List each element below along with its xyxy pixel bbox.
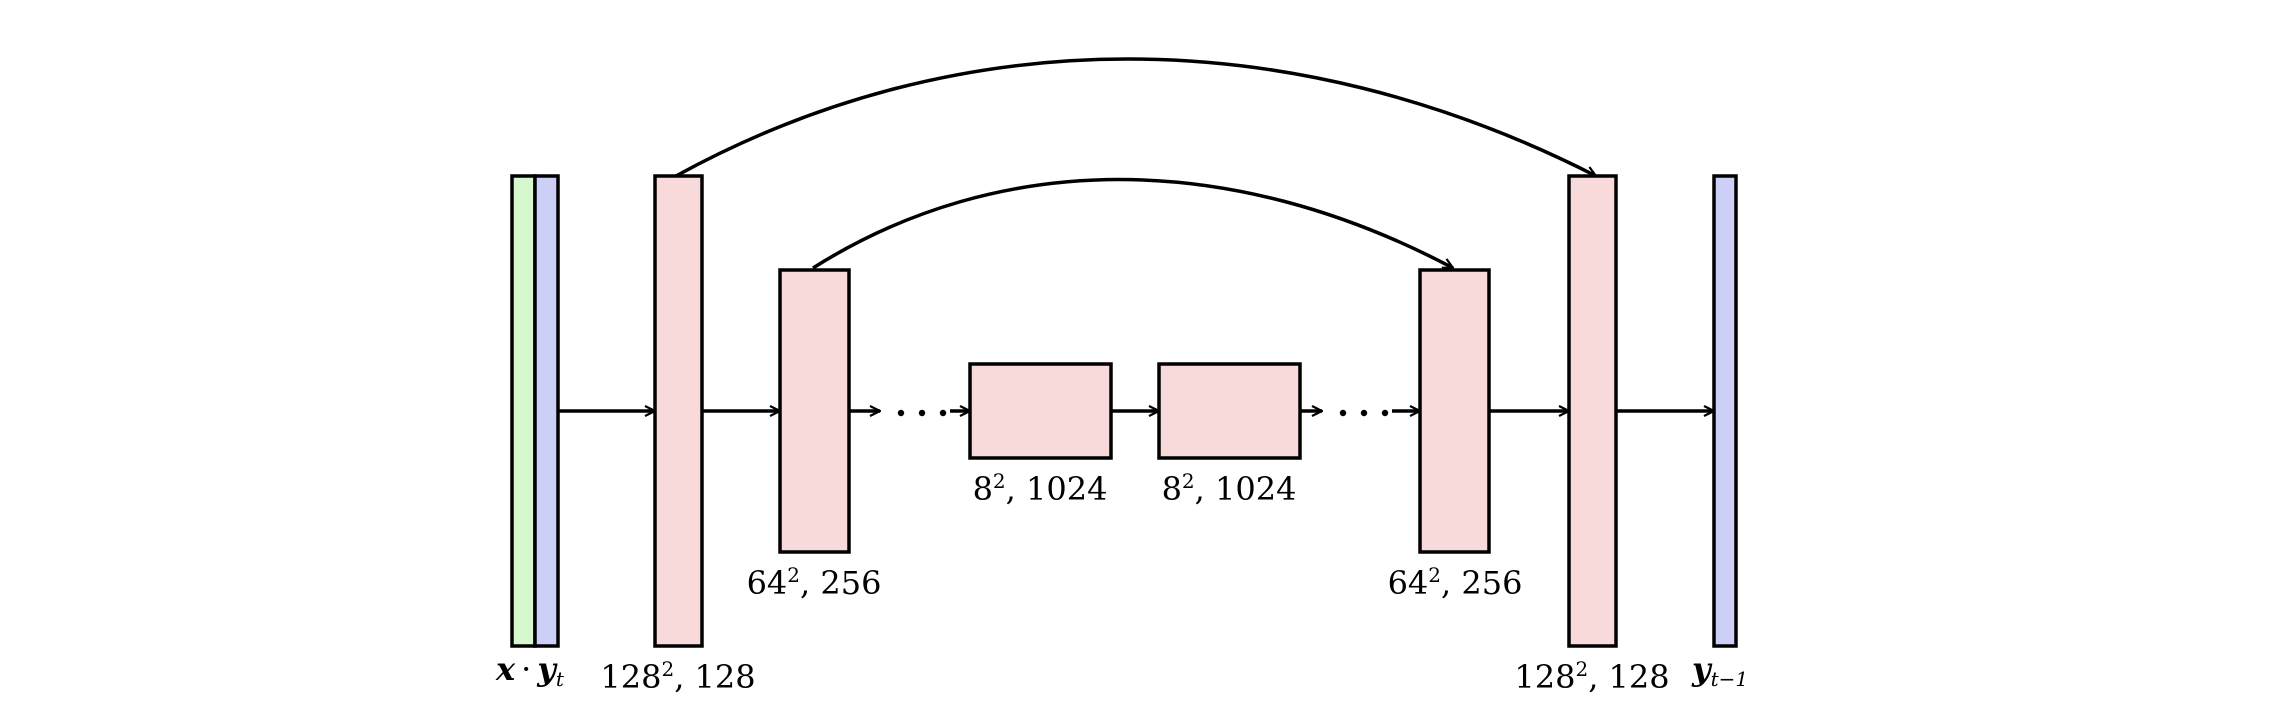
decoder-block-2 (1418, 268, 1491, 554)
skip-connection-inner (812, 177, 1453, 270)
output-label: yt−1 (1691, 650, 1748, 691)
ellipsis-dot (918, 409, 926, 417)
input-y-bar (533, 174, 560, 648)
ellipsis-dot (1339, 409, 1347, 417)
ellipsis-dot (939, 409, 947, 417)
bottleneck-block-2 (1157, 362, 1302, 460)
block-label-mid2: 82, 1024 (1162, 469, 1297, 508)
block-label-enc1: 1282, 128 (600, 657, 755, 696)
ellipsis-dot (897, 409, 905, 417)
block-label-enc2: 642, 256 (747, 563, 882, 602)
block-label-dec2: 642, 256 (1388, 563, 1523, 602)
ellipsis-dot (1381, 409, 1389, 417)
decoder-block-1 (1567, 174, 1618, 648)
input-x-bar (510, 174, 537, 648)
block-label-dec1: 1282, 128 (1514, 657, 1669, 696)
encoder-block-2 (778, 268, 851, 554)
ellipsis-dot (1360, 409, 1368, 417)
output-bar (1712, 174, 1738, 648)
bottleneck-block-1 (968, 362, 1113, 460)
skip-connection-outer (675, 57, 1596, 178)
encoder-block-1 (653, 174, 704, 648)
block-label-mid1: 82, 1024 (973, 469, 1108, 508)
input-label: x · yt (495, 650, 565, 691)
